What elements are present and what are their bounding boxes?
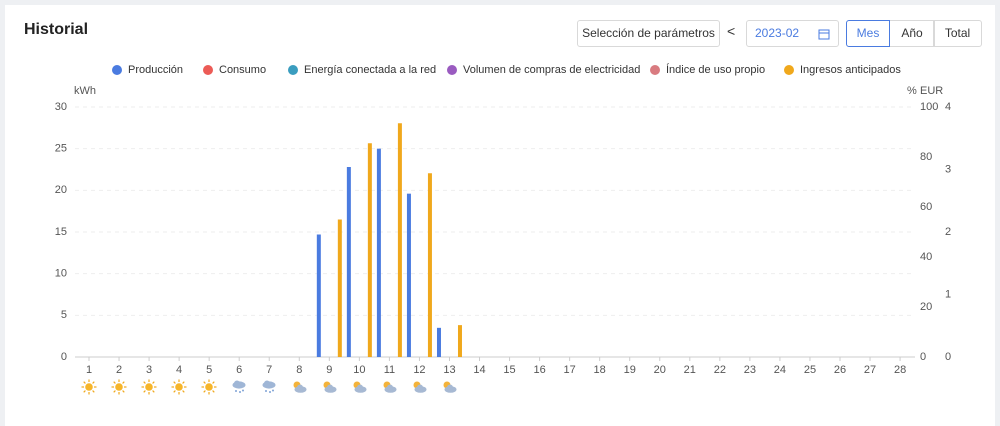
y3-tick-label: 1 [945, 288, 951, 300]
legend-marker [288, 65, 298, 75]
legend-marker [650, 65, 660, 75]
x-tick-label: 14 [473, 364, 485, 376]
x-tick-label: 7 [266, 364, 272, 376]
bar [376, 148, 381, 357]
legend-marker [203, 65, 213, 75]
x-tick-label: 24 [774, 364, 786, 376]
x-tick-label: 27 [864, 364, 876, 376]
x-tick-label: 28 [894, 364, 906, 376]
date-value: 2023-02 [755, 26, 800, 40]
y2-tick-label: 80 [920, 151, 932, 163]
tab[interactable]: Total [933, 20, 982, 47]
x-tick-label: 15 [503, 364, 515, 376]
legend-marker [447, 65, 457, 75]
x-tick-label: 22 [714, 364, 726, 376]
legend-label: Volumen de compras de electricidad [463, 64, 640, 76]
bar [346, 167, 351, 357]
x-tick-label: 12 [413, 364, 425, 376]
x-tick-label: 11 [384, 364, 395, 376]
y-tick-label: 5 [61, 309, 67, 321]
y-tick-label: 20 [55, 184, 67, 196]
prev-button[interactable]: < [727, 23, 736, 39]
legend-label: Ingresos anticipados [800, 64, 901, 76]
y3-tick-label: 2 [945, 226, 951, 238]
y2-axis-label: % [907, 85, 917, 97]
x-tick-label: 19 [624, 364, 636, 376]
y-tick-label: 0 [61, 351, 67, 363]
legend-marker [784, 65, 794, 75]
x-tick-label: 3 [146, 364, 152, 376]
y-tick-label: 15 [55, 226, 67, 238]
legend-label: Producción [128, 64, 183, 76]
weather-icons [81, 379, 457, 395]
y3-tick-label: 3 [945, 163, 951, 175]
bar [436, 327, 441, 357]
y2-tick-label: 100 [920, 101, 938, 113]
x-tick-label: 10 [353, 364, 365, 376]
y2-tick-label: 60 [920, 201, 932, 213]
tab[interactable]: Mes [846, 20, 890, 47]
x-tick-label: 18 [594, 364, 606, 376]
legend-label: Consumo [219, 64, 266, 76]
bar [337, 219, 342, 357]
card: Historial Selección de parámetros < 2023… [5, 5, 995, 426]
y-tick-label: 30 [55, 101, 67, 113]
bar [367, 143, 372, 357]
x-tick-label: 23 [744, 364, 756, 376]
y-axis-label: kWh [74, 85, 96, 97]
x-tick-label: 20 [654, 364, 666, 376]
legend-label: Energía conectada a la red [304, 64, 436, 76]
calendar-icon [818, 29, 830, 40]
x-tick-label: 25 [804, 364, 816, 376]
bar [397, 123, 402, 357]
legend-marker [112, 65, 122, 75]
bar [316, 234, 321, 357]
x-tick-label: 9 [326, 364, 332, 376]
x-tick-label: 8 [296, 364, 302, 376]
y3-tick-label: 4 [945, 101, 951, 113]
bar [427, 173, 432, 357]
y3-axis-label: EUR [920, 85, 943, 97]
bar [457, 325, 462, 357]
x-tick-label: 6 [236, 364, 242, 376]
y2-tick-label: 0 [920, 351, 926, 363]
y3-tick-label: 0 [945, 351, 951, 363]
x-tick-label: 13 [443, 364, 455, 376]
bar [406, 193, 411, 357]
y2-tick-label: 40 [920, 251, 932, 263]
y-tick-label: 10 [55, 268, 67, 280]
x-tick-label: 17 [564, 364, 576, 376]
page-title: Historial [24, 21, 89, 38]
x-tick-label: 2 [116, 364, 122, 376]
x-tick-label: 5 [206, 364, 212, 376]
x-tick-label: 4 [176, 364, 182, 376]
x-tick-label: 26 [834, 364, 846, 376]
y-tick-label: 25 [55, 143, 67, 155]
y2-tick-label: 20 [920, 301, 932, 313]
params-button[interactable]: Selección de parámetros [577, 20, 720, 47]
legend-label: Índice de uso propio [666, 63, 765, 76]
x-tick-label: 1 [86, 364, 92, 376]
x-tick-label: 16 [533, 364, 545, 376]
x-tick-label: 21 [684, 364, 696, 376]
date-picker[interactable]: 2023-02 [746, 20, 839, 47]
